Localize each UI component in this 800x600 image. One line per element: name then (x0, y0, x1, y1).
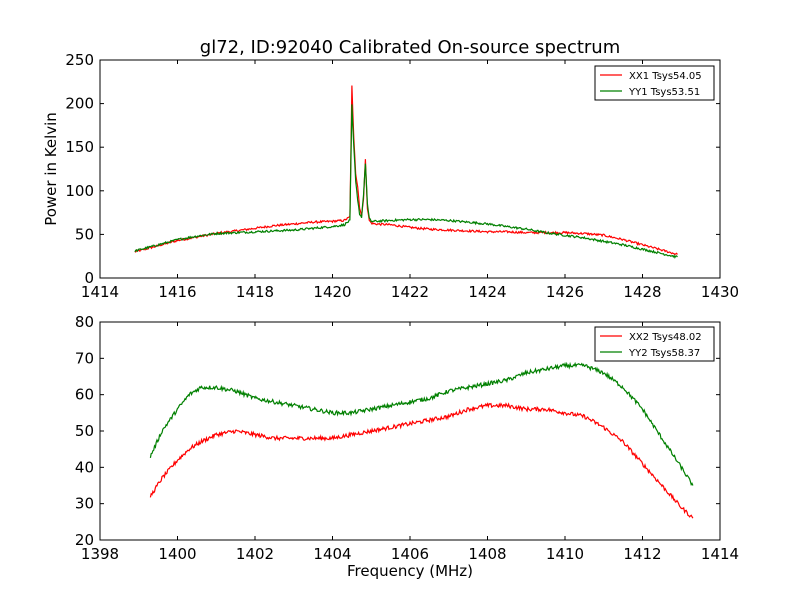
x-tick-label: 1428 (623, 283, 661, 301)
x-tick-label: 1410 (546, 545, 584, 563)
series-line-xx (134, 85, 678, 256)
x-tick-label: 1422 (391, 283, 429, 301)
y-tick-label: 250 (65, 51, 94, 69)
x-tick-label: 1400 (158, 545, 196, 563)
x-tick-label: 1404 (313, 545, 351, 563)
x-tick-label: 1420 (313, 283, 351, 301)
y-tick-label: 70 (75, 349, 94, 367)
top-spectrum-panel: 1414 1416 1418 1420 1422 1424 1426 1428 1430 0 50 1… (42, 51, 739, 301)
x-tick-label: 1430 (701, 283, 739, 301)
chart-title: gl72, ID:92040 Calibrated On-source spec… (200, 37, 620, 58)
series-line-yy (134, 104, 678, 259)
x-tick-label: 1414 (81, 283, 119, 301)
x-tick-label: 1412 (623, 545, 661, 563)
legend-label: YY1 Tsys53.51 (628, 87, 700, 98)
legend: XX2 Tsys48.02 YY2 Tsys58.37 (594, 326, 715, 362)
series-line-xx (149, 402, 694, 519)
bottom-spectrum-panel: 1398 1400 1402 1404 1406 1408 1410 1412 1414 20 30… (75, 313, 739, 580)
y-tick-label: 30 (75, 495, 94, 513)
x-tick-label: 1426 (546, 283, 584, 301)
legend-box (594, 326, 715, 362)
x-tick-label: 1416 (158, 283, 196, 301)
legend-box (594, 65, 715, 101)
x-tick-label: 1408 (468, 545, 506, 563)
legend: XX1 Tsys54.05 YY1 Tsys53.51 (594, 65, 715, 101)
y-tick-label: 40 (75, 458, 94, 476)
y-tick-label: 50 (75, 422, 94, 440)
y-tick-label: 50 (75, 225, 94, 243)
y-tick-label: 150 (65, 138, 94, 156)
y-tick-label: 80 (75, 313, 94, 331)
y-tick-label: 0 (84, 269, 94, 287)
x-tick-label: 1424 (468, 283, 506, 301)
x-tick-label: 1414 (701, 545, 739, 563)
legend-label: XX1 Tsys54.05 (629, 71, 702, 82)
y-axis-label: Power in Kelvin (42, 112, 60, 226)
x-tick-label: 1418 (236, 283, 274, 301)
x-axis-label: Frequency (MHz) (347, 562, 473, 580)
x-tick-label: 1402 (236, 545, 274, 563)
y-tick-label: 200 (65, 95, 94, 113)
x-tick-label: 1398 (81, 545, 119, 563)
y-tick-label: 60 (75, 386, 94, 404)
legend-label: YY2 Tsys58.37 (628, 348, 700, 359)
x-tick-label: 1406 (391, 545, 429, 563)
y-tick-label: 20 (75, 531, 94, 549)
series-line-yy (149, 361, 694, 487)
y-tick-label: 100 (65, 182, 94, 200)
legend-label: XX2 Tsys48.02 (629, 332, 702, 343)
